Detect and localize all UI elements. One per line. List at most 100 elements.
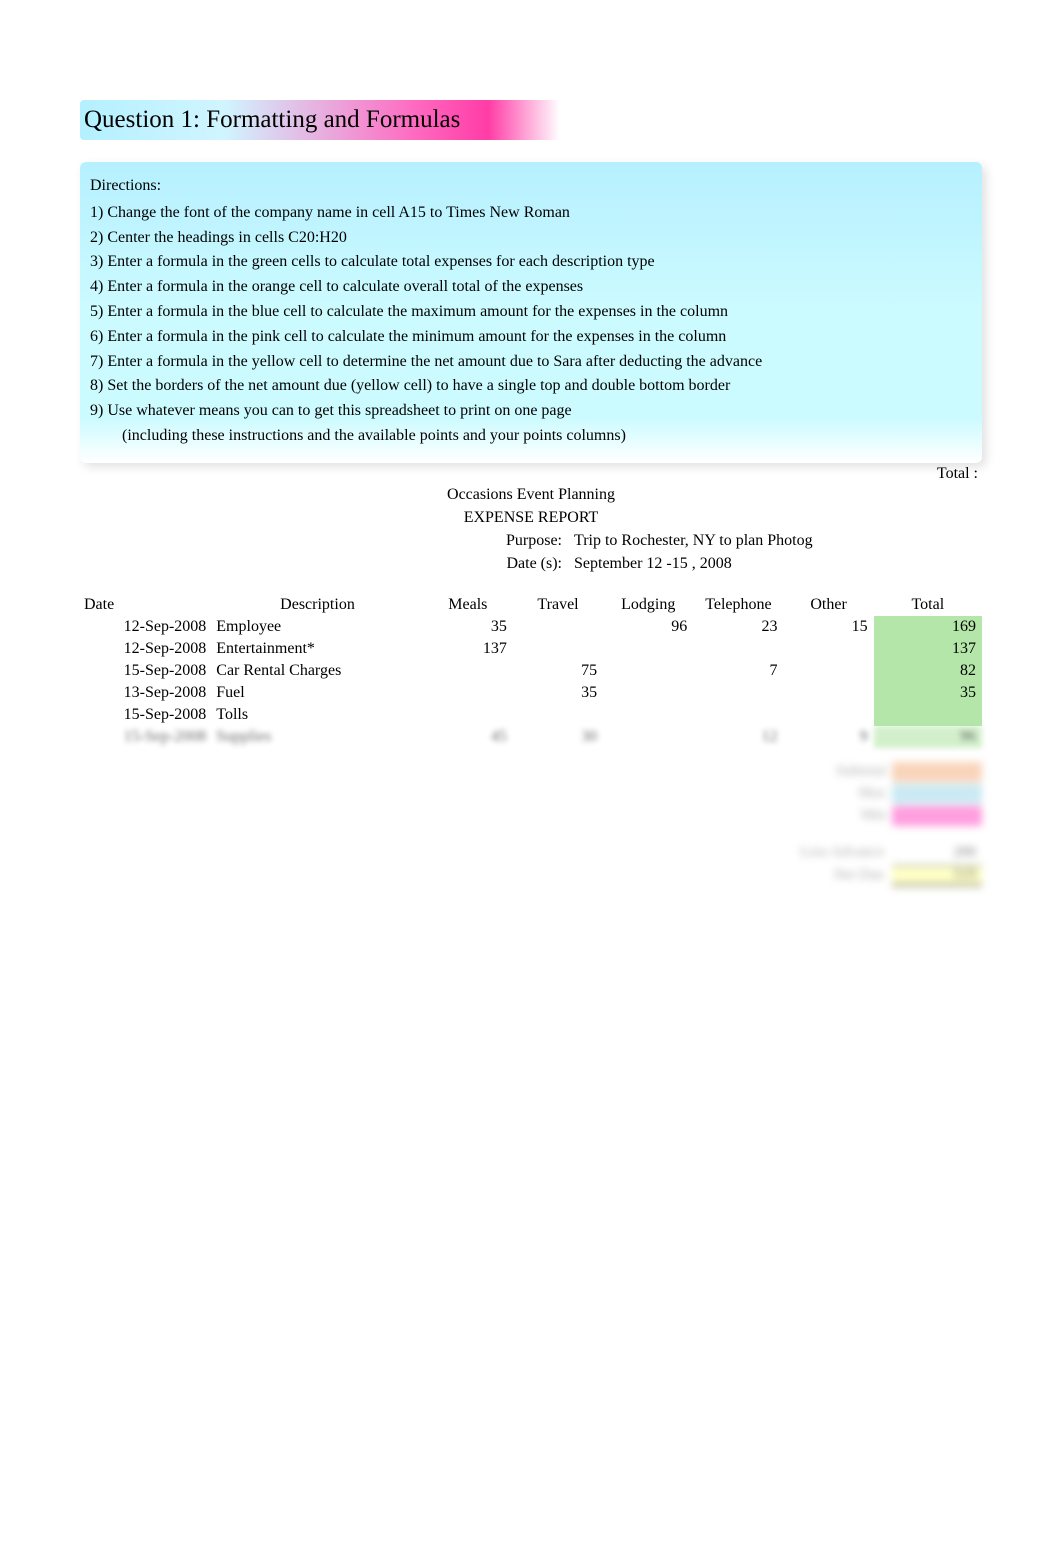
table-body: 12-Sep-2008 Employee 35 96 23 15 169 12-… (80, 616, 982, 748)
report-title: EXPENSE REPORT (80, 506, 982, 529)
cell-meals: 35 (423, 616, 513, 638)
cell-meals (423, 660, 513, 682)
direction-step: 1) Change the font of the company name i… (90, 201, 972, 226)
report-header: Occasions Event Planning EXPENSE REPORT (80, 483, 982, 529)
summary-block: Subtotal Max Min (80, 762, 982, 826)
cell-other (783, 682, 873, 704)
cell-date: 12-Sep-2008 (80, 616, 212, 638)
cell-lodging: 96 (603, 616, 693, 638)
less-advance-label: Less Advance (752, 844, 892, 861)
direction-step: 8) Set the borders of the net amount due… (90, 374, 972, 399)
report-meta: Purpose: Trip to Rochester, NY to plan P… (80, 529, 982, 575)
cell-tel: 23 (693, 616, 783, 638)
cell-desc: Supplies (212, 726, 422, 748)
col-lodging: Lodging (603, 594, 693, 616)
col-date: Date (80, 594, 212, 616)
direction-step: 2) Center the headings in cells C20:H20 (90, 226, 972, 251)
total-label: Total : (80, 465, 982, 483)
cell-date: 12-Sep-2008 (80, 638, 212, 660)
cell-total: 169 (874, 616, 982, 638)
cell-other: 15 (783, 616, 873, 638)
purpose-value: Trip to Rochester, NY to plan Photog (570, 529, 982, 552)
max-cell (892, 784, 982, 804)
col-travel: Travel (513, 594, 603, 616)
cell-other (783, 660, 873, 682)
col-description: Description (212, 594, 422, 616)
directions-panel: Directions: 1) Change the font of the co… (80, 162, 982, 463)
cell-meals (423, 704, 513, 726)
cell-desc: Employee (212, 616, 422, 638)
direction-step: 6) Enter a formula in the pink cell to c… (90, 325, 972, 350)
direction-step: 5) Enter a formula in the blue cell to c… (90, 300, 972, 325)
cell-desc: Car Rental Charges (212, 660, 422, 682)
table-header-row: Date Description Meals Travel Lodging Te… (80, 594, 982, 616)
table-row: 15-Sep-2008 Car Rental Charges 75 7 82 (80, 660, 982, 682)
col-meals: Meals (423, 594, 513, 616)
cell-date: 15-Sep-2008 (80, 704, 212, 726)
table-row-blurred: 15-Sep-2008 Supplies 45 30 12 9 96 (80, 726, 982, 748)
cell-tel (693, 704, 783, 726)
table-row: 12-Sep-2008 Entertainment* 137 137 (80, 638, 982, 660)
cell-total: 35 (874, 682, 982, 704)
cell-date: 15-Sep-2008 (80, 726, 212, 748)
cell-desc: Tolls (212, 704, 422, 726)
cell-meals (423, 682, 513, 704)
direction-step-note: (including these instructions and the av… (90, 424, 972, 449)
max-label: Max (772, 785, 892, 802)
company-name: Occasions Event Planning (80, 483, 982, 506)
cell-lodging (603, 638, 693, 660)
expense-table: Date Description Meals Travel Lodging Te… (80, 594, 982, 748)
cell-tel: 12 (693, 726, 783, 748)
net-block: Less Advance 200 Net Due 519 (80, 844, 982, 887)
dates-value: September 12 -15 , 2008 (570, 552, 982, 575)
cell-travel (513, 638, 603, 660)
cell-other (783, 638, 873, 660)
min-cell (892, 806, 982, 826)
less-advance-value: 200 (892, 844, 982, 861)
cell-travel: 35 (513, 682, 603, 704)
cell-desc: Fuel (212, 682, 422, 704)
cell-tel: 7 (693, 660, 783, 682)
directions-heading: Directions: (90, 174, 972, 199)
cell-desc: Entertainment* (212, 638, 422, 660)
cell-total: 82 (874, 660, 982, 682)
purpose-label: Purpose: (80, 529, 570, 552)
net-due-cell: 519 (892, 865, 982, 887)
direction-step: 4) Enter a formula in the orange cell to… (90, 275, 972, 300)
cell-date: 15-Sep-2008 (80, 660, 212, 682)
col-other: Other (783, 594, 873, 616)
table-row: 13-Sep-2008 Fuel 35 35 (80, 682, 982, 704)
cell-meals: 137 (423, 638, 513, 660)
cell-lodging (603, 726, 693, 748)
table-row: 12-Sep-2008 Employee 35 96 23 15 169 (80, 616, 982, 638)
cell-lodging (603, 704, 693, 726)
question-title: Question 1: Formatting and Formulas (80, 100, 560, 140)
direction-step: 3) Enter a formula in the green cells to… (90, 250, 972, 275)
cell-total (874, 704, 982, 726)
cell-total: 137 (874, 638, 982, 660)
cell-other (783, 704, 873, 726)
cell-lodging (603, 660, 693, 682)
cell-travel: 30 (513, 726, 603, 748)
cell-tel (693, 638, 783, 660)
subtotal-label: Subtotal (772, 763, 892, 780)
cell-total: 96 (874, 726, 982, 748)
cell-travel (513, 616, 603, 638)
min-label: Min (772, 807, 892, 824)
page-root: Question 1: Formatting and Formulas Dire… (0, 0, 1062, 927)
cell-date: 13-Sep-2008 (80, 682, 212, 704)
cell-tel (693, 682, 783, 704)
cell-travel: 75 (513, 660, 603, 682)
col-total: Total (874, 594, 982, 616)
cell-travel (513, 704, 603, 726)
direction-step: 7) Enter a formula in the yellow cell to… (90, 350, 972, 375)
table-row: 15-Sep-2008 Tolls (80, 704, 982, 726)
dates-label: Date (s): (80, 552, 570, 575)
net-due-label: Net Due (752, 867, 892, 884)
subtotal-cell (892, 762, 982, 782)
cell-lodging (603, 682, 693, 704)
col-telephone: Telephone (693, 594, 783, 616)
direction-step: 9) Use whatever means you can to get thi… (90, 399, 972, 424)
cell-other: 9 (783, 726, 873, 748)
cell-meals: 45 (423, 726, 513, 748)
